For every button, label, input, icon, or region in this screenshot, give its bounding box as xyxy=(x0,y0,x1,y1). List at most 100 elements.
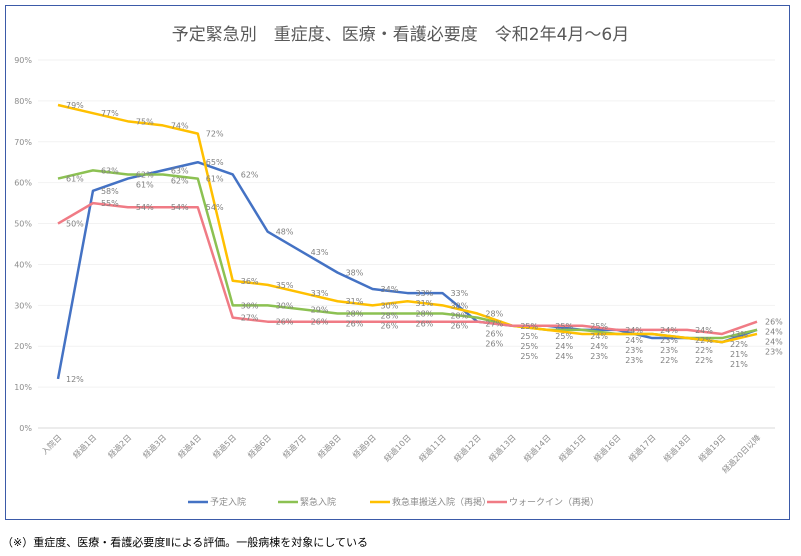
data-label: 61% xyxy=(66,175,84,184)
data-label: 65% xyxy=(206,158,224,167)
data-label: 22% xyxy=(730,340,748,349)
x-tick-label: 経過12日 xyxy=(452,432,483,463)
data-label: 54% xyxy=(171,203,189,212)
x-tick-label: 経過11日 xyxy=(417,432,448,463)
data-label: 25% xyxy=(520,352,538,361)
x-tick-label: 経過19日 xyxy=(696,432,727,463)
data-label: 62% xyxy=(136,170,154,179)
x-tick-label: 経過5日 xyxy=(211,432,239,460)
data-label: 21% xyxy=(730,350,748,359)
data-label: 48% xyxy=(276,228,294,237)
data-label: 29% xyxy=(311,305,329,314)
data-label: 50% xyxy=(66,220,84,229)
data-label: 26% xyxy=(311,318,329,327)
data-label: 23% xyxy=(660,336,678,345)
data-label: 22% xyxy=(695,346,713,355)
x-tick-label: 経過14日 xyxy=(521,432,552,463)
data-label: 54% xyxy=(206,203,224,212)
data-label: 23% xyxy=(590,352,608,361)
data-label: 55% xyxy=(101,199,119,208)
data-label: 24% xyxy=(555,352,573,361)
data-label: 26% xyxy=(276,318,294,327)
legend-label: 緊急入院 xyxy=(300,496,336,508)
data-label: 74% xyxy=(171,121,189,130)
data-label: 22% xyxy=(695,336,713,345)
data-label: 24% xyxy=(660,326,678,335)
data-label: 27% xyxy=(485,320,503,329)
data-label: 28% xyxy=(416,310,434,319)
legend-label: ウォークイン（再掲） xyxy=(509,497,599,508)
data-label: 24% xyxy=(625,336,643,345)
x-tick-label: 経過9日 xyxy=(350,432,378,460)
data-label: 58% xyxy=(101,187,119,196)
data-label: 33% xyxy=(416,289,434,298)
data-label: 77% xyxy=(101,109,119,118)
data-label: 35% xyxy=(276,281,294,290)
data-label: 25% xyxy=(555,332,573,341)
data-label: 30% xyxy=(276,301,294,310)
data-label: 24% xyxy=(590,342,608,351)
data-label: 24% xyxy=(590,332,608,341)
data-label: 26% xyxy=(450,321,468,330)
data-label: 27% xyxy=(241,314,259,323)
data-label: 28% xyxy=(485,310,503,319)
data-label: 23% xyxy=(730,330,748,339)
data-label: 26% xyxy=(346,320,364,329)
data-label: 62% xyxy=(171,176,189,185)
x-tick-label: 経過4日 xyxy=(176,432,204,460)
y-tick-label: 60% xyxy=(14,179,32,188)
data-label: 28% xyxy=(381,311,399,320)
data-label: 26% xyxy=(765,318,783,327)
data-label: 25% xyxy=(590,322,608,331)
x-tick-label: 経過8日 xyxy=(315,432,343,460)
data-label: 24% xyxy=(625,326,643,335)
data-label: 25% xyxy=(520,342,538,351)
data-label: 28% xyxy=(346,310,364,319)
data-label: 75% xyxy=(136,117,154,126)
data-label: 31% xyxy=(346,297,364,306)
data-label: 31% xyxy=(416,299,434,308)
data-label: 36% xyxy=(241,277,259,286)
data-label: 30% xyxy=(450,301,468,310)
data-label: 26% xyxy=(485,340,503,349)
x-tick-label: 経過7日 xyxy=(280,432,308,460)
data-label: 63% xyxy=(101,166,119,175)
chart-title: 予定緊急別 重症度、医療・看護必要度 令和2年4月～6月 xyxy=(171,25,630,45)
x-tick-label: 経過15日 xyxy=(556,432,587,463)
data-label: 38% xyxy=(346,269,364,278)
chart-frame xyxy=(5,5,790,520)
series-line-1 xyxy=(57,169,758,340)
data-label: 25% xyxy=(555,322,573,331)
data-label: 61% xyxy=(136,180,154,189)
data-label: 30% xyxy=(381,301,399,310)
data-label: 12% xyxy=(66,375,84,384)
y-tick-label: 30% xyxy=(14,301,32,310)
footnote: （※）重症度、医療・看護必要度Ⅱによる評価。一般病棟を対象にしている xyxy=(2,536,368,549)
y-tick-label: 40% xyxy=(14,260,32,269)
y-tick-label: 0% xyxy=(19,424,32,433)
y-tick-label: 70% xyxy=(14,138,32,147)
data-label: 79% xyxy=(66,101,84,110)
legend-label: 救急車搬送入院（再掲） xyxy=(392,496,491,508)
x-tick-label: 経過18日 xyxy=(661,432,692,463)
data-label: 26% xyxy=(381,321,399,330)
y-tick-label: 80% xyxy=(14,97,32,106)
series-line-3 xyxy=(57,201,758,336)
x-tick-label: 経過13日 xyxy=(487,432,518,463)
data-label: 24% xyxy=(555,342,573,351)
data-label: 21% xyxy=(730,360,748,369)
data-label: 26% xyxy=(485,330,503,339)
data-label: 23% xyxy=(765,348,783,357)
x-tick-label: 経過6日 xyxy=(245,432,273,460)
data-label: 61% xyxy=(206,175,224,184)
x-tick-label: 入院日 xyxy=(39,432,63,456)
data-label: 30% xyxy=(241,301,259,310)
data-label: 33% xyxy=(311,289,329,298)
data-label: 72% xyxy=(206,130,224,139)
x-tick-label: 経過3日 xyxy=(141,432,169,460)
data-label: 25% xyxy=(520,332,538,341)
data-label: 34% xyxy=(381,285,399,294)
data-label: 62% xyxy=(241,170,259,179)
x-tick-label: 経過10日 xyxy=(382,432,413,463)
